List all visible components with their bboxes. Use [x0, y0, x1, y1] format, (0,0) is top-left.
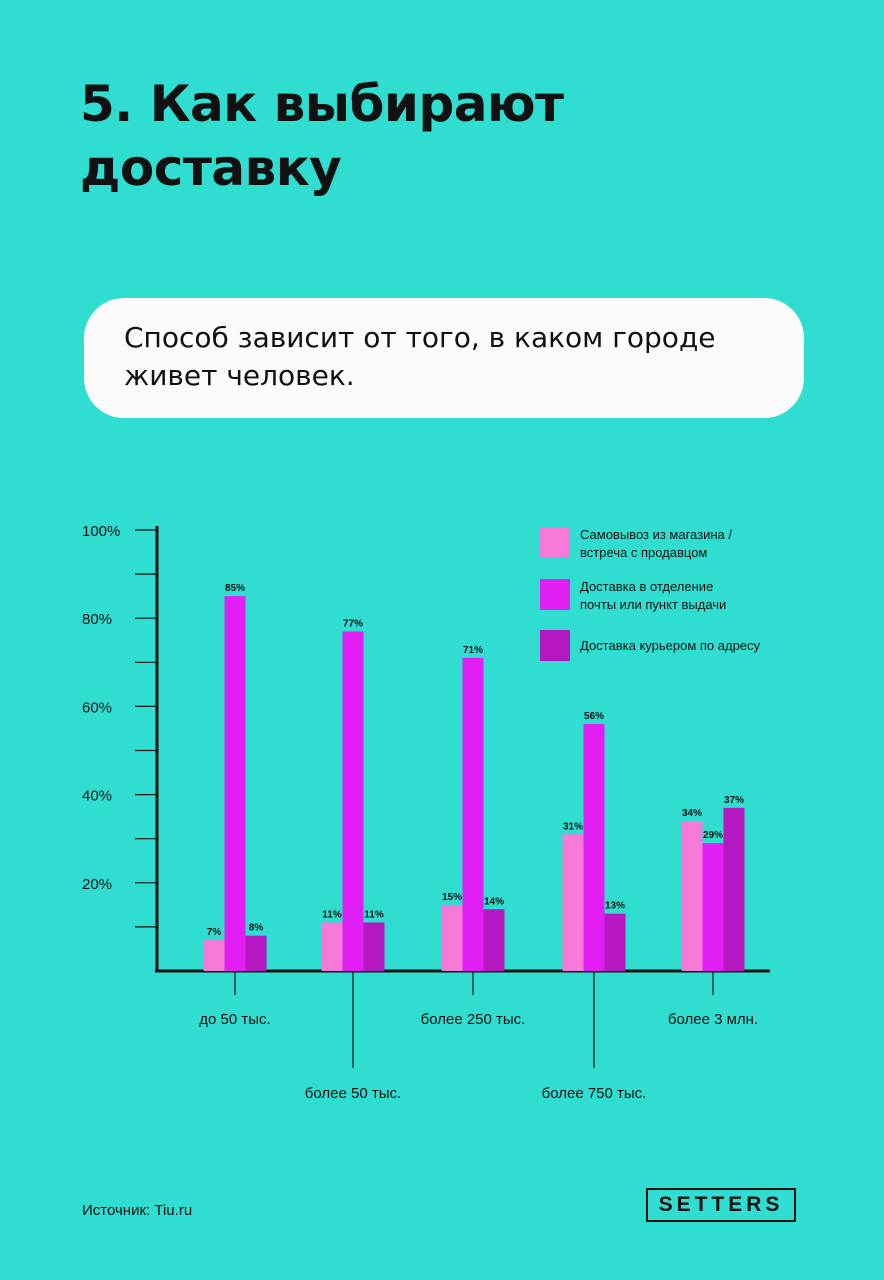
data-label: 14% [484, 896, 504, 907]
bar [342, 631, 364, 971]
y-tick-label: 20% [82, 876, 112, 893]
data-label: 56% [584, 711, 604, 722]
data-label: 77% [343, 618, 363, 629]
bar [562, 834, 584, 971]
source-note: Источник: Tiu.ru [82, 1202, 193, 1219]
legend-label: Доставка курьером по адресу [580, 638, 761, 653]
legend-swatch [540, 579, 570, 610]
bar [483, 909, 505, 971]
data-label: 34% [682, 808, 702, 819]
legend-label: Доставка в отделение [580, 579, 713, 594]
bar [363, 922, 385, 971]
data-label: 37% [724, 795, 744, 806]
bar [441, 904, 463, 971]
legend-label: почты или пункт выдачи [580, 597, 726, 612]
bar [702, 843, 724, 971]
callout-text: Способ зависит от того, в каком городе ж… [124, 321, 716, 392]
category-label: более 3 млн. [668, 1011, 758, 1028]
bar [681, 821, 703, 971]
page-title: 5. Как выбирают доставку [80, 75, 564, 197]
bar [723, 807, 745, 971]
bar [583, 724, 605, 971]
bar [203, 940, 225, 971]
data-label: 29% [703, 830, 723, 841]
data-label: 13% [605, 901, 625, 912]
bar [245, 935, 267, 971]
data-label: 85% [225, 583, 245, 594]
legend-swatch [540, 527, 570, 558]
bar [224, 596, 246, 971]
legend-label: встреча с продавцом [580, 545, 707, 560]
y-tick-label: 40% [82, 788, 112, 805]
data-label: 15% [442, 892, 462, 903]
bar-chart: 20% 40% 60% 80% 100% 7% 11% 15% 31% 34% 85% 77% 71% 5… [82, 523, 770, 1102]
bar [321, 922, 343, 971]
category-label: более 250 тыс. [421, 1011, 526, 1028]
data-label: 8% [249, 923, 264, 934]
bar [604, 913, 626, 971]
legend-swatch [540, 630, 570, 661]
data-label: 11% [364, 909, 384, 920]
legend-label: Самовывоз из магазина / [580, 527, 732, 542]
brand-logo: SETTERS [646, 1188, 796, 1222]
y-tick-label: 100% [82, 523, 120, 540]
y-tick-label: 60% [82, 699, 112, 716]
y-tick-label: 80% [82, 611, 112, 628]
data-label: 7% [207, 927, 222, 938]
category-label: более 750 тыс. [542, 1085, 647, 1102]
category-label: до 50 тыс. [199, 1011, 270, 1028]
callout-box: Способ зависит от того, в каком городе ж… [84, 298, 804, 418]
bar [462, 657, 484, 971]
data-label: 71% [463, 645, 483, 656]
data-label: 11% [322, 909, 342, 920]
category-label: более 50 тыс. [305, 1085, 401, 1102]
data-label: 31% [563, 821, 583, 832]
